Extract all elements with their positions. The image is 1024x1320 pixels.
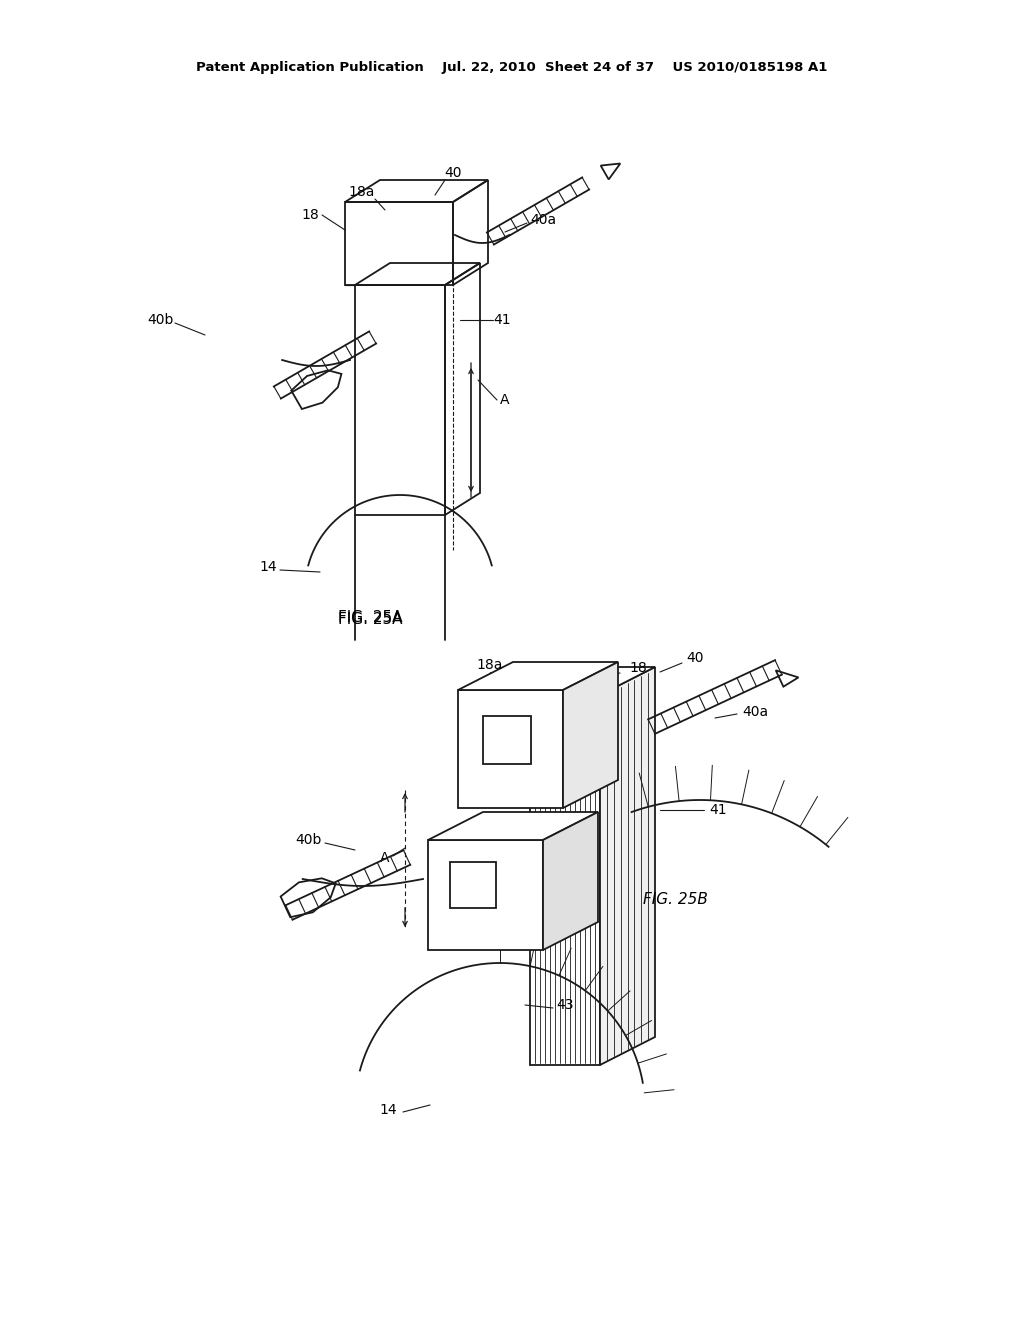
Text: 18: 18 — [629, 661, 647, 675]
Polygon shape — [428, 840, 543, 950]
Text: FIG. 25A: FIG. 25A — [338, 610, 402, 624]
Text: Patent Application Publication    Jul. 22, 2010  Sheet 24 of 37    US 2010/01851: Patent Application Publication Jul. 22, … — [197, 62, 827, 74]
Text: 18: 18 — [301, 209, 318, 222]
Text: FIG. 25B: FIG. 25B — [643, 892, 708, 908]
Text: 40: 40 — [444, 166, 462, 180]
Text: 40a: 40a — [742, 705, 768, 719]
Text: 40b: 40b — [295, 833, 322, 847]
Text: 41: 41 — [710, 803, 727, 817]
Text: 40b: 40b — [146, 313, 173, 327]
Polygon shape — [458, 690, 563, 808]
Text: 18a: 18a — [477, 657, 503, 672]
Text: 40a: 40a — [530, 213, 556, 227]
Text: 14: 14 — [259, 560, 276, 574]
Bar — [483, 715, 531, 764]
Polygon shape — [600, 667, 655, 1065]
Text: 40: 40 — [686, 651, 703, 665]
Polygon shape — [530, 696, 600, 1065]
Polygon shape — [428, 812, 598, 840]
Text: FIG. 25A: FIG. 25A — [338, 612, 402, 627]
Text: A: A — [501, 393, 510, 407]
Text: 18a: 18a — [349, 185, 375, 199]
Bar — [450, 862, 496, 908]
Polygon shape — [563, 663, 618, 808]
Polygon shape — [543, 812, 598, 950]
Polygon shape — [530, 667, 655, 696]
Text: 41: 41 — [494, 313, 511, 327]
Polygon shape — [458, 663, 618, 690]
Text: A: A — [380, 851, 390, 865]
Text: 43: 43 — [556, 998, 573, 1012]
Text: 14: 14 — [379, 1104, 397, 1117]
